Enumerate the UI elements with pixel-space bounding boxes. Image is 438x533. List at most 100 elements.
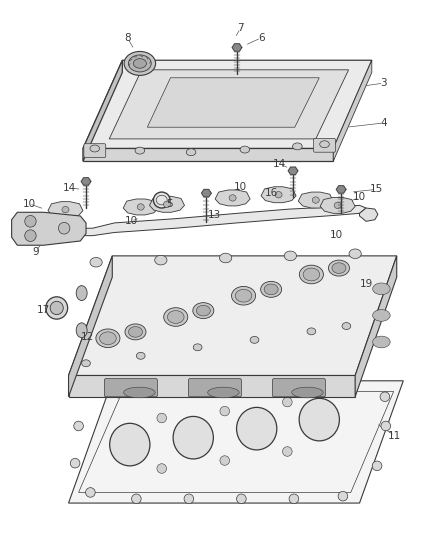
Ellipse shape: [292, 143, 301, 150]
Text: 9: 9: [32, 247, 39, 256]
Ellipse shape: [240, 146, 249, 153]
Ellipse shape: [298, 398, 339, 441]
Ellipse shape: [166, 385, 176, 394]
Ellipse shape: [196, 305, 210, 316]
Ellipse shape: [302, 268, 319, 281]
Polygon shape: [83, 60, 371, 149]
Ellipse shape: [264, 284, 278, 295]
Ellipse shape: [124, 387, 155, 398]
Ellipse shape: [125, 324, 146, 340]
Ellipse shape: [282, 397, 291, 407]
Polygon shape: [332, 60, 371, 161]
Text: 14: 14: [272, 159, 286, 169]
Ellipse shape: [135, 147, 145, 154]
Ellipse shape: [133, 59, 146, 68]
Ellipse shape: [291, 387, 322, 398]
Ellipse shape: [192, 303, 213, 319]
Polygon shape: [12, 212, 86, 245]
Ellipse shape: [311, 197, 318, 203]
FancyBboxPatch shape: [84, 144, 106, 158]
Text: 10: 10: [233, 182, 247, 192]
Ellipse shape: [163, 308, 187, 326]
Text: 10: 10: [352, 192, 365, 203]
Ellipse shape: [156, 464, 166, 473]
Ellipse shape: [128, 327, 142, 337]
Ellipse shape: [372, 283, 389, 295]
Ellipse shape: [137, 204, 144, 210]
Polygon shape: [109, 70, 348, 139]
Ellipse shape: [235, 289, 251, 302]
Polygon shape: [297, 192, 332, 208]
Ellipse shape: [58, 222, 70, 234]
Ellipse shape: [219, 406, 229, 416]
Polygon shape: [288, 167, 297, 174]
Ellipse shape: [231, 286, 255, 305]
Ellipse shape: [328, 260, 349, 276]
FancyBboxPatch shape: [272, 378, 325, 397]
Ellipse shape: [284, 251, 296, 261]
Ellipse shape: [341, 322, 350, 329]
Ellipse shape: [275, 191, 282, 198]
Text: 6: 6: [257, 33, 264, 43]
Ellipse shape: [25, 215, 36, 227]
Ellipse shape: [331, 263, 345, 273]
Text: 10: 10: [124, 216, 138, 227]
Ellipse shape: [236, 407, 276, 450]
Polygon shape: [359, 208, 377, 221]
Ellipse shape: [154, 255, 166, 265]
Ellipse shape: [153, 192, 170, 208]
Ellipse shape: [207, 387, 239, 398]
Ellipse shape: [90, 145, 99, 152]
Polygon shape: [68, 375, 354, 397]
Ellipse shape: [76, 323, 87, 338]
Polygon shape: [68, 381, 403, 503]
Text: 16: 16: [264, 188, 277, 198]
Text: 14: 14: [63, 183, 76, 193]
Ellipse shape: [328, 385, 337, 394]
Polygon shape: [354, 256, 396, 397]
Polygon shape: [201, 189, 211, 197]
Ellipse shape: [128, 55, 151, 72]
Polygon shape: [68, 256, 396, 375]
Ellipse shape: [306, 328, 315, 335]
Text: 11: 11: [387, 431, 400, 441]
Ellipse shape: [167, 311, 184, 324]
Ellipse shape: [250, 336, 258, 343]
Ellipse shape: [184, 494, 193, 504]
Ellipse shape: [193, 344, 201, 351]
Polygon shape: [21, 219, 42, 236]
Ellipse shape: [299, 265, 323, 284]
Text: 3: 3: [379, 78, 386, 88]
Ellipse shape: [288, 494, 298, 504]
Polygon shape: [83, 149, 332, 161]
Ellipse shape: [70, 458, 80, 468]
Ellipse shape: [379, 392, 389, 401]
Ellipse shape: [62, 206, 69, 213]
Ellipse shape: [372, 310, 389, 321]
Polygon shape: [149, 196, 184, 212]
Polygon shape: [319, 197, 354, 213]
Ellipse shape: [219, 456, 229, 465]
Polygon shape: [232, 44, 241, 51]
Ellipse shape: [219, 253, 231, 263]
Text: 10: 10: [329, 230, 343, 240]
Ellipse shape: [131, 494, 141, 504]
Ellipse shape: [173, 416, 213, 459]
Ellipse shape: [282, 447, 291, 456]
Text: 15: 15: [369, 184, 382, 195]
Ellipse shape: [163, 201, 170, 207]
Ellipse shape: [136, 352, 145, 359]
Text: 12: 12: [81, 332, 94, 342]
Ellipse shape: [260, 281, 281, 297]
Polygon shape: [83, 60, 122, 161]
Ellipse shape: [124, 52, 155, 75]
Polygon shape: [123, 199, 158, 215]
FancyBboxPatch shape: [313, 139, 335, 152]
Ellipse shape: [74, 421, 83, 431]
Polygon shape: [42, 205, 365, 236]
Text: 8: 8: [124, 33, 131, 43]
Ellipse shape: [276, 384, 285, 393]
Text: 19: 19: [359, 279, 372, 288]
Ellipse shape: [76, 286, 87, 301]
Ellipse shape: [99, 332, 116, 345]
